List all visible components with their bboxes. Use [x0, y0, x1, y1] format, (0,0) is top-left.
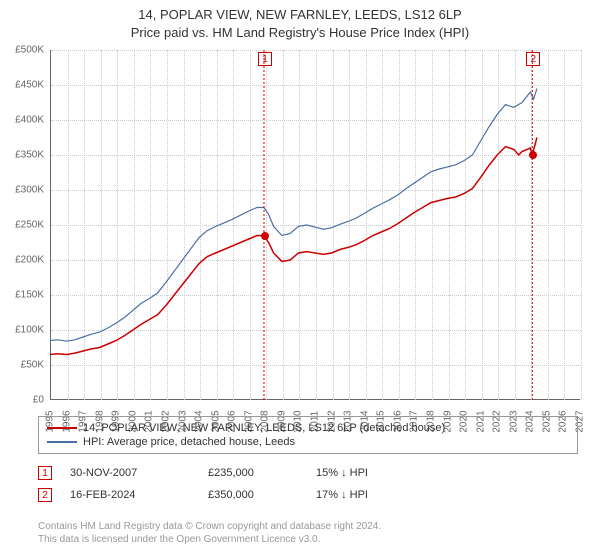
attribution-line-2: This data is licensed under the Open Gov… — [38, 533, 578, 546]
event-marker-1: 1 — [38, 466, 52, 480]
legend: 14, POPLAR VIEW, NEW FARNLEY, LEEDS, LS1… — [38, 416, 578, 454]
legend-swatch-hpi — [47, 441, 77, 443]
event-row-2: 2 16-FEB-2024 £350,000 17% ↓ HPI — [38, 484, 578, 506]
y-axis-label: £500K — [15, 45, 44, 56]
legend-row-price-paid: 14, POPLAR VIEW, NEW FARNLEY, LEEDS, LS1… — [47, 421, 569, 435]
y-axis-label: £50K — [21, 360, 44, 371]
y-axis-label: £100K — [15, 325, 44, 336]
event-row-1: 1 30-NOV-2007 £235,000 15% ↓ HPI — [38, 462, 578, 484]
legend-label-price-paid: 14, POPLAR VIEW, NEW FARNLEY, LEEDS, LS1… — [83, 422, 445, 434]
series-line-price_paid — [50, 138, 537, 355]
legend-label-hpi: HPI: Average price, detached house, Leed… — [83, 436, 295, 448]
gridline-v — [581, 50, 582, 400]
legend-row-hpi: HPI: Average price, detached house, Leed… — [47, 435, 569, 449]
event-marker-2: 2 — [38, 488, 52, 502]
event-price-1: £235,000 — [208, 467, 298, 479]
attribution: Contains HM Land Registry data © Crown c… — [38, 520, 578, 546]
title-line-2: Price paid vs. HM Land Registry's House … — [0, 24, 600, 42]
y-axis-label: £450K — [15, 80, 44, 91]
event-delta-2: 17% ↓ HPI — [316, 489, 426, 501]
event-date-2: 16-FEB-2024 — [70, 489, 190, 501]
y-axis-label: £0 — [33, 395, 44, 406]
series-line-hpi — [50, 89, 537, 342]
y-axis-label: £200K — [15, 255, 44, 266]
legend-swatch-price-paid — [47, 427, 77, 429]
chart-title-block: 14, POPLAR VIEW, NEW FARNLEY, LEEDS, LS1… — [0, 0, 600, 42]
chart-area: 12 £0£50K£100K£150K£200K£250K£300K£350K£… — [50, 50, 580, 400]
y-axis-label: £250K — [15, 220, 44, 231]
title-line-1: 14, POPLAR VIEW, NEW FARNLEY, LEEDS, LS1… — [0, 6, 600, 24]
event-delta-1: 15% ↓ HPI — [316, 467, 426, 479]
y-axis-label: £350K — [15, 150, 44, 161]
events-table: 1 30-NOV-2007 £235,000 15% ↓ HPI 2 16-FE… — [38, 462, 578, 506]
series-svg — [50, 50, 580, 400]
y-axis-label: £300K — [15, 185, 44, 196]
y-axis-label: £150K — [15, 290, 44, 301]
event-date-1: 30-NOV-2007 — [70, 467, 190, 479]
attribution-line-1: Contains HM Land Registry data © Crown c… — [38, 520, 578, 533]
y-axis-label: £400K — [15, 115, 44, 126]
event-price-2: £350,000 — [208, 489, 298, 501]
